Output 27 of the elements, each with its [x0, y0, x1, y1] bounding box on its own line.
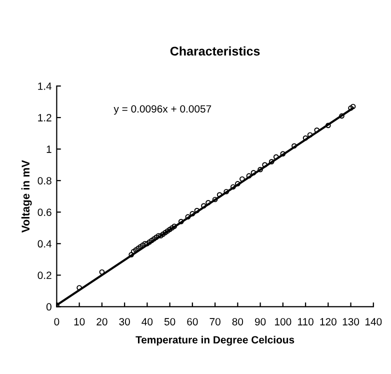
- x-tick-label: 10: [74, 318, 85, 326]
- y-tick-label: 1.2: [38, 114, 52, 122]
- x-tick-label: 100: [275, 318, 292, 326]
- x-tick-label: 90: [254, 318, 266, 326]
- y-tick-label: 0.2: [38, 272, 52, 280]
- y-axis-title: Voltage in mV: [21, 160, 32, 233]
- x-tick-label: 70: [210, 318, 220, 326]
- x-tick-label: 40: [142, 318, 153, 326]
- x-tick-label: 110: [298, 318, 314, 326]
- x-tick-label: 130: [342, 318, 360, 326]
- x-tick-label: 20: [96, 318, 108, 326]
- annotation: y = 0.0096x + 0.0057: [114, 105, 212, 115]
- y-tick-label: 1: [46, 146, 52, 153]
- x-axis-title: Temperature in Degree Celcious: [136, 336, 294, 346]
- y-tick-label: 0: [46, 303, 52, 311]
- x-tick-label: 60: [187, 318, 198, 326]
- x-tick-label: 50: [164, 318, 176, 326]
- x-tick-label: 30: [119, 318, 130, 326]
- chart-title: Characteristics: [170, 46, 260, 56]
- x-tick-label: 80: [232, 318, 244, 326]
- y-tick-label: 0.6: [38, 208, 52, 216]
- x-tick-label: 140: [366, 318, 382, 326]
- x-tick-label: 120: [320, 318, 336, 326]
- y-tick-label: 1.4: [38, 82, 52, 90]
- x-tick-label: 0: [54, 318, 60, 326]
- y-tick-label: 0.8: [38, 177, 52, 184]
- y-tick-label: 0.4: [38, 240, 52, 248]
